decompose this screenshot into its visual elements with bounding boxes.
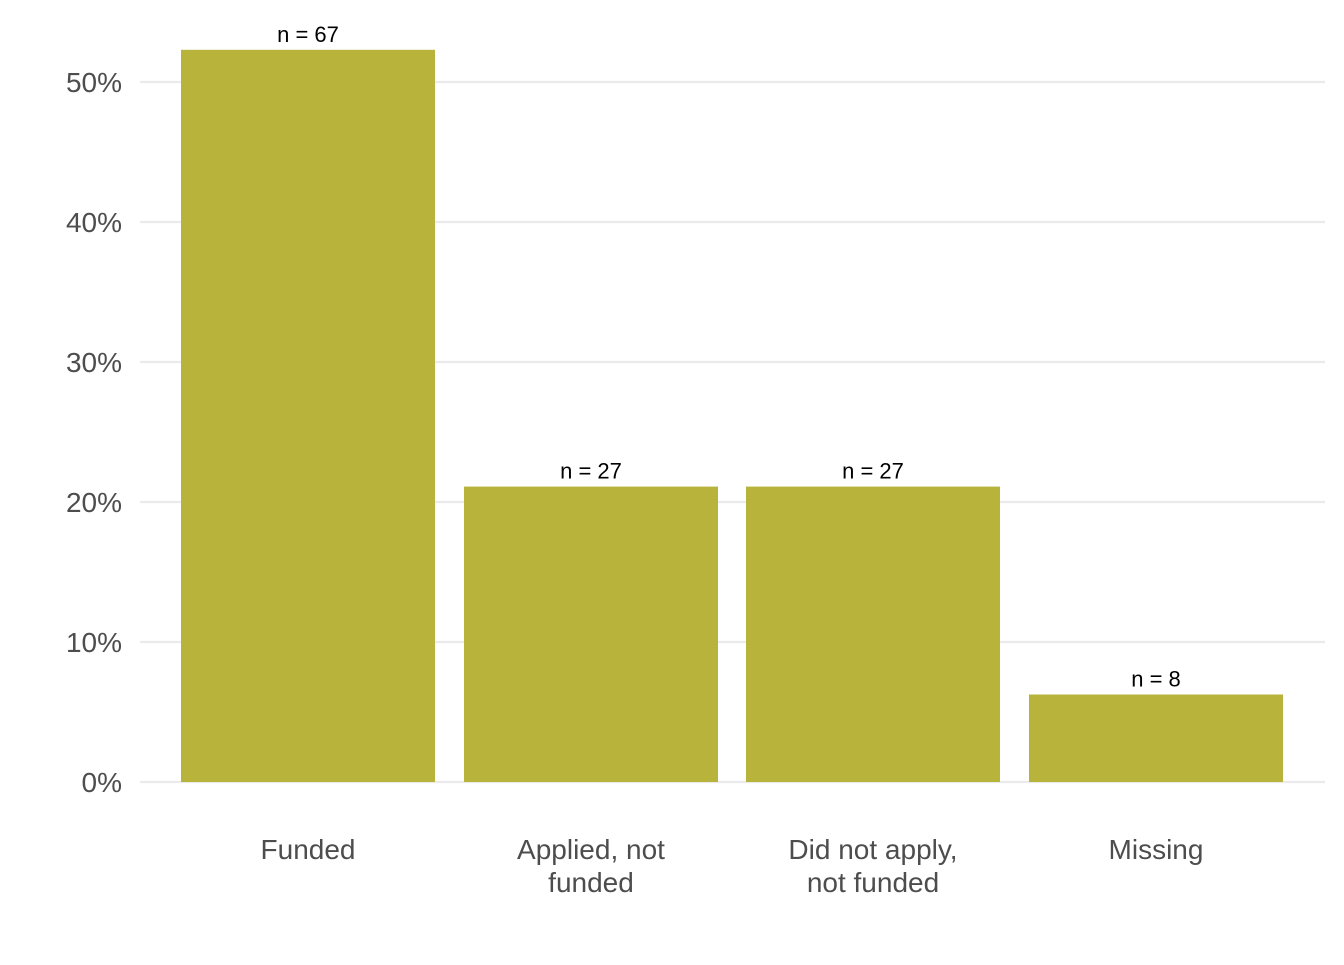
bar-applied-not-funded (464, 486, 718, 782)
bars (181, 49, 1283, 783)
bar-missing (1029, 694, 1283, 782)
y-tick-label: 10% (66, 627, 122, 658)
x-category-label-line: not funded (807, 867, 939, 898)
y-tick-label: 0% (82, 767, 122, 798)
x-category-label: Funded (261, 834, 356, 865)
x-category-label-line: Missing (1109, 834, 1204, 865)
y-tick-label: 50% (66, 67, 122, 98)
bar-funded (181, 49, 435, 783)
bar-data-label: n = 27 (560, 459, 622, 484)
x-category-label: Applied, not funded (517, 834, 665, 898)
x-category-label-line: Applied, not (517, 834, 665, 865)
y-tick-label: 30% (66, 347, 122, 378)
x-category-label-line: Did not apply, (788, 834, 957, 865)
y-axis-tick-labels: 0% 10% 20% 30% 40% 50% (66, 67, 122, 798)
y-tick-label: 20% (66, 487, 122, 518)
bar-data-label: n = 67 (277, 22, 339, 47)
bar-data-label: n = 27 (842, 459, 904, 484)
x-category-label: Did not apply, not funded (788, 834, 957, 898)
y-tick-label: 40% (66, 207, 122, 238)
x-category-label-line: funded (548, 867, 634, 898)
bar-did-not-apply-not-funded (746, 486, 1000, 782)
x-axis-category-labels: Funded Applied, not funded Did not apply, no… (261, 834, 1204, 898)
bar-data-labels: n = 67 n = 27 n = 27 n = 8 (277, 22, 1181, 692)
x-category-label: Missing (1109, 834, 1204, 865)
bar-data-label: n = 8 (1131, 667, 1181, 692)
x-category-label-line: Funded (261, 834, 356, 865)
